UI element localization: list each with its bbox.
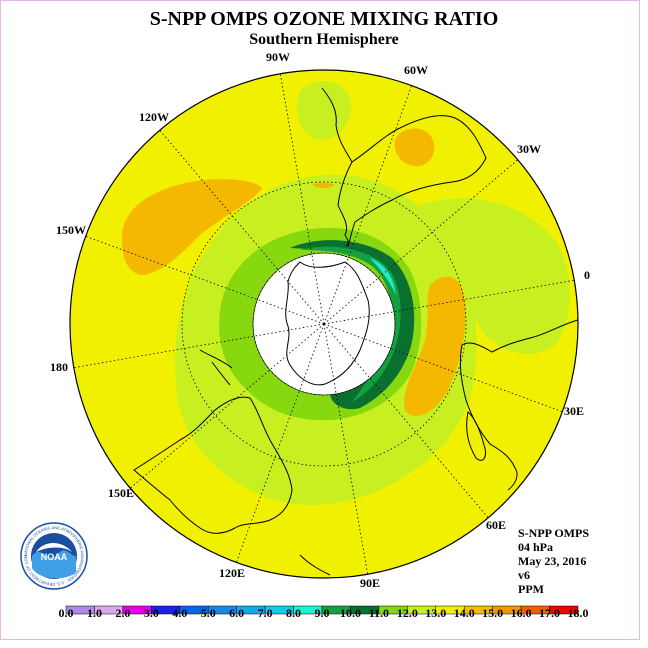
south-pole-marker (322, 322, 326, 326)
version-label: v6 (518, 568, 530, 582)
product-info: S-NPP OMPS 04 hPa May 23, 2016 v6 PPM (518, 526, 589, 596)
figure-border (0, 0, 640, 640)
lon-label-90w: 90W (266, 50, 290, 64)
colorbar-tick-label: 2.0 (115, 606, 131, 620)
colorbar-tick-label: 0.0 (58, 606, 74, 620)
noaa-logo: NOAA NATIONAL OCEANIC AND ATMOSPHERIC AD… (20, 522, 88, 590)
lon-label-60w: 60W (404, 63, 428, 77)
coastline-australia (133, 396, 293, 534)
lon-label-90e: 90E (360, 576, 381, 590)
lon-label-120e: 120E (219, 566, 246, 580)
graticule (73, 73, 575, 575)
lon-label-0: 0 (584, 268, 590, 282)
colorbar (65, 605, 579, 615)
colorbar-tick-label: 10.0 (339, 606, 361, 620)
lon-label-150w: 150W (56, 223, 86, 237)
coastline-madagascar (466, 411, 487, 461)
colorbar-tick-label: 16.0 (510, 606, 532, 620)
colorbar-tick-label: 18.0 (567, 606, 589, 620)
colorbar-tick-label: 17.0 (539, 606, 561, 620)
ozone-contour-13ppm-strip (312, 182, 335, 188)
colorbar-tick-label: 3.0 (143, 606, 159, 620)
colorbar-tick-label: 7.0 (257, 606, 273, 620)
lon-label-180: 180 (50, 360, 68, 374)
map-subtitle: Southern Hemisphere (249, 31, 399, 48)
units-label: PPM (518, 582, 544, 596)
colorbar-tick-label: 4.0 (172, 606, 188, 620)
map-border (69, 69, 579, 579)
lon-label-60e: 60E (486, 518, 507, 532)
instrument-label: S-NPP OMPS (518, 526, 589, 540)
colorbar-tick-label: 14.0 (453, 606, 475, 620)
coastline-new-zealand (199, 349, 233, 386)
lon-label-30e: 30E (564, 404, 585, 418)
ozone-contour-13ppm-east (404, 276, 466, 417)
coastline-south-america (321, 87, 487, 247)
colorbar-tick-label: 13.0 (425, 606, 447, 620)
coastline-africa (459, 319, 579, 491)
colorbar-tick-label: 5.0 (200, 606, 216, 620)
ozone-contour-13ppm-southwest (121, 179, 262, 275)
date-label: May 23, 2016 (518, 554, 587, 568)
lon-label-30w: 30W (517, 142, 541, 156)
colorbar-tick-label: 9.0 (314, 606, 330, 620)
colorbar-tick-label: 1.0 (86, 606, 102, 620)
colorbar-tick-label: 15.0 (482, 606, 504, 620)
ozone-contour-13ppm-north (394, 128, 435, 167)
map-title: S-NPP OMPS OZONE MIXING RATIO (149, 8, 499, 30)
coastlines (133, 87, 579, 576)
lon-label-120w: 120W (139, 110, 169, 124)
colorbar-tick-label: 12.0 (396, 606, 418, 620)
ozone-contour-12ppm-east (411, 198, 570, 354)
lon-label-150e: 150E (108, 486, 135, 500)
colorbar-tick-label: 6.0 (229, 606, 245, 620)
pressure-level-label: 04 hPa (518, 540, 554, 554)
colorbar-tick-label: 11.0 (368, 606, 390, 620)
coastline-antarctica (285, 261, 370, 386)
noaa-logo-text: NOAA (41, 552, 68, 562)
coastline-asia-fragment (299, 554, 331, 576)
colorbar-tick-label: 8.0 (286, 606, 302, 620)
ozone-contour-12ppm-north (296, 81, 351, 140)
colorbar-swatch (549, 605, 579, 615)
